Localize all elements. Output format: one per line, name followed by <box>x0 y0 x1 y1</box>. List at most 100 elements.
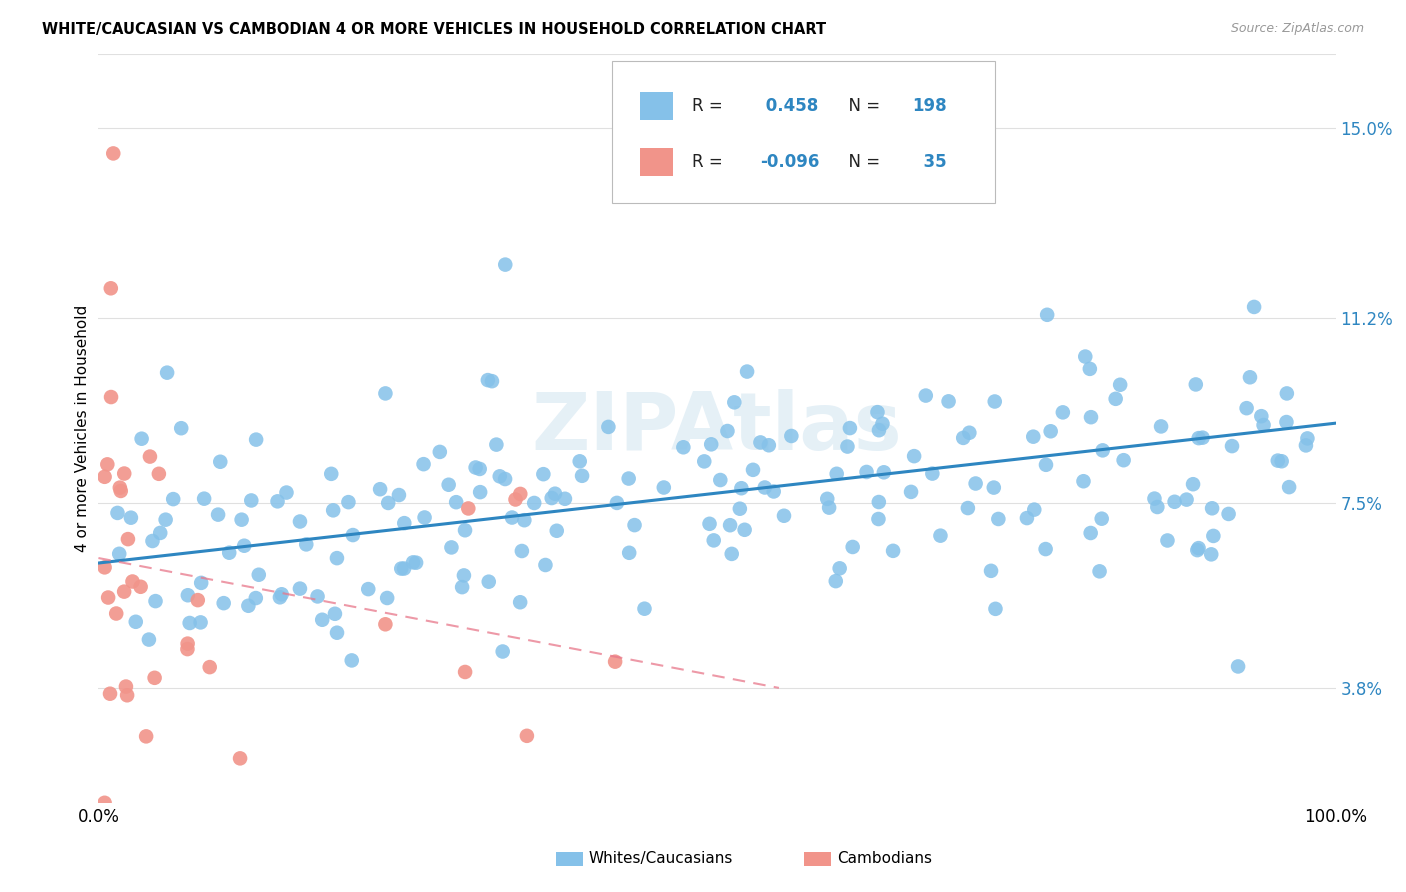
Point <box>773 508 796 523</box>
Point <box>938 394 960 409</box>
Point <box>921 467 943 481</box>
Point <box>780 429 803 443</box>
Point <box>1074 350 1097 364</box>
Point <box>494 472 516 486</box>
Point <box>1275 386 1298 401</box>
Point <box>1188 431 1211 445</box>
Point <box>240 493 263 508</box>
Point <box>107 506 129 520</box>
Point <box>1091 443 1114 458</box>
Point <box>720 547 742 561</box>
Point <box>1199 547 1222 561</box>
Point <box>444 495 467 509</box>
Point <box>170 421 193 435</box>
Point <box>468 462 491 476</box>
Point <box>1191 431 1213 445</box>
Text: R =: R = <box>692 97 728 115</box>
Point <box>505 492 527 507</box>
Text: ZIPAtlas: ZIPAtlas <box>531 389 903 467</box>
Point <box>838 421 860 435</box>
Point <box>728 501 751 516</box>
Point <box>540 491 562 505</box>
Point <box>1239 370 1261 384</box>
Point <box>1156 533 1178 548</box>
Point <box>837 440 859 454</box>
Point <box>693 454 716 468</box>
Point <box>700 437 723 451</box>
Point <box>179 615 201 630</box>
Point <box>112 584 135 599</box>
Point <box>1187 541 1209 555</box>
Point <box>245 591 267 605</box>
Point <box>1035 458 1057 472</box>
Point <box>900 484 922 499</box>
Point <box>388 488 411 502</box>
Point <box>598 420 620 434</box>
Point <box>1078 362 1101 376</box>
Point <box>1295 438 1317 452</box>
Point <box>1146 500 1168 514</box>
Point <box>177 588 200 602</box>
Point <box>734 523 756 537</box>
Point <box>488 469 510 483</box>
FancyBboxPatch shape <box>557 852 583 866</box>
Point <box>1024 502 1046 516</box>
Point <box>956 501 979 516</box>
Point <box>652 481 675 495</box>
Point <box>516 729 538 743</box>
Text: 35: 35 <box>912 153 946 171</box>
Point <box>103 146 125 161</box>
Point <box>984 602 1007 616</box>
Point <box>93 470 115 484</box>
Point <box>531 467 554 482</box>
Point <box>723 395 745 409</box>
Point <box>238 599 260 613</box>
Point <box>108 547 131 561</box>
Point <box>245 433 267 447</box>
Point <box>209 455 232 469</box>
Point <box>115 688 138 702</box>
Point <box>1201 501 1223 516</box>
Point <box>322 503 344 517</box>
Point <box>229 751 252 765</box>
Point <box>758 438 780 452</box>
Point <box>855 465 877 479</box>
Point <box>716 424 738 438</box>
Point <box>841 540 863 554</box>
Point <box>112 467 135 481</box>
Point <box>513 513 536 527</box>
Point <box>1112 453 1135 467</box>
Point <box>1182 477 1205 491</box>
Point <box>703 533 725 548</box>
Point <box>311 613 333 627</box>
Point <box>93 796 115 810</box>
Text: WHITE/CAUCASIAN VS CAMBODIAN 4 OR MORE VEHICLES IN HOUSEHOLD CORRELATION CHART: WHITE/CAUCASIAN VS CAMBODIAN 4 OR MORE V… <box>42 22 827 37</box>
Point <box>929 529 952 543</box>
Point <box>117 532 139 546</box>
Point <box>825 467 848 481</box>
Point <box>534 558 557 572</box>
Point <box>742 463 765 477</box>
Point <box>818 500 841 515</box>
Point <box>138 632 160 647</box>
Point <box>1150 419 1173 434</box>
Point <box>672 440 695 454</box>
Point <box>120 510 142 524</box>
Point <box>957 425 980 440</box>
Point <box>96 458 118 472</box>
Text: N =: N = <box>838 97 886 115</box>
Point <box>509 595 531 609</box>
Point <box>873 465 896 479</box>
Point <box>485 437 508 451</box>
Point <box>413 510 436 524</box>
Point <box>405 556 427 570</box>
Point <box>190 615 212 630</box>
Point <box>1275 415 1298 429</box>
Point <box>457 501 479 516</box>
Point <box>1143 491 1166 506</box>
Point <box>1202 529 1225 543</box>
Point <box>141 533 163 548</box>
Point <box>307 590 329 604</box>
Point <box>98 687 121 701</box>
Point <box>882 544 904 558</box>
